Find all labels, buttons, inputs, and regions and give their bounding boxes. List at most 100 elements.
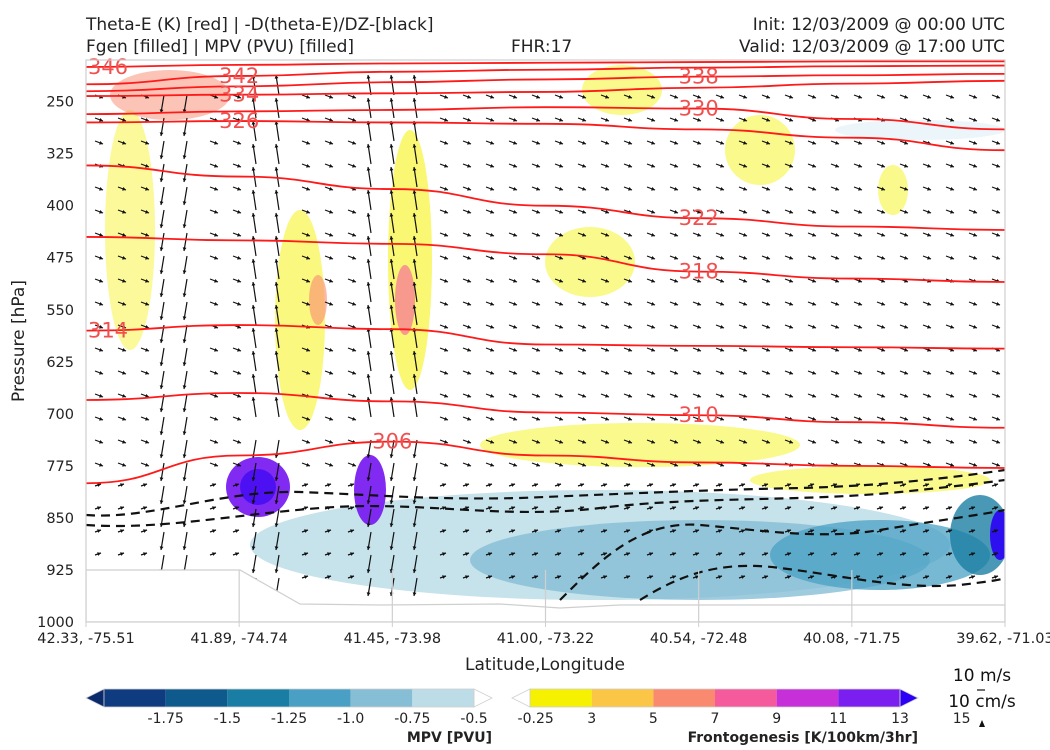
wind-vector-head bbox=[513, 324, 517, 329]
wind-vector-head bbox=[536, 301, 540, 306]
wind-vector-head bbox=[743, 209, 747, 214]
wind-vector-head bbox=[467, 301, 471, 306]
x-tick-label: 39.62, -71.03 bbox=[956, 631, 1050, 647]
wind-vector-head bbox=[651, 301, 655, 306]
wind-vector-head bbox=[628, 94, 632, 99]
wind-vector-head bbox=[674, 370, 678, 375]
wind-vector-head bbox=[467, 416, 471, 421]
wind-vector-head bbox=[274, 190, 279, 194]
wind-vector-head bbox=[182, 500, 187, 504]
wind-vector-head bbox=[467, 324, 471, 329]
x-tick-label: 41.00, -73.22 bbox=[497, 631, 594, 647]
wind-vector-head bbox=[789, 324, 793, 329]
wind-vector-head bbox=[743, 278, 747, 283]
wind-vector-head bbox=[467, 232, 471, 237]
wind-vector-head bbox=[904, 186, 908, 191]
wind-vector-head bbox=[950, 232, 954, 237]
wind-vector-head bbox=[626, 575, 630, 579]
wind-vector-head bbox=[881, 140, 885, 145]
wind-vector-head bbox=[412, 236, 417, 240]
wind-vector-head bbox=[412, 167, 417, 171]
wind-vector-head bbox=[490, 416, 494, 421]
wind-vector-head bbox=[835, 416, 839, 421]
wind-vector-head bbox=[274, 305, 279, 309]
wind-vector-head bbox=[237, 163, 241, 168]
wind-vector-head bbox=[352, 462, 356, 467]
wind-vector-head bbox=[582, 416, 586, 421]
wind-vector-head bbox=[812, 255, 816, 260]
wind-vector-head bbox=[741, 506, 745, 510]
wind-vector-head bbox=[467, 209, 471, 214]
wind-vector-head bbox=[582, 370, 586, 375]
wind-vector-head bbox=[789, 439, 793, 444]
wind-vector-head bbox=[120, 529, 124, 533]
wind-vector-head bbox=[465, 552, 469, 556]
wind-vector-head bbox=[605, 324, 609, 329]
wind-vector-head bbox=[306, 117, 310, 122]
wind-vector-head bbox=[534, 506, 538, 510]
wind-vector-head bbox=[881, 439, 885, 444]
wind-vector-head bbox=[366, 305, 371, 309]
mpv-colorbar-tick-label: -1.0 bbox=[337, 711, 364, 727]
wind-vector-head bbox=[902, 529, 906, 533]
wind-vector-head bbox=[306, 347, 310, 352]
wind-vector-head bbox=[881, 324, 885, 329]
wind-vector-head bbox=[143, 529, 147, 533]
wind-vector-head bbox=[366, 592, 371, 596]
wind-vector-head bbox=[214, 301, 218, 306]
wind-vector-head bbox=[605, 278, 609, 283]
wind-vector-head bbox=[858, 140, 862, 145]
wind-vector-head bbox=[766, 439, 770, 444]
wind-vector-head bbox=[444, 232, 448, 237]
wind-vector-head bbox=[697, 393, 701, 398]
wind-vector-head bbox=[159, 178, 164, 182]
wind-vector-head bbox=[881, 209, 885, 214]
wind-vector-head bbox=[971, 529, 975, 533]
wind-vector-head bbox=[389, 523, 394, 527]
wind-vector-head bbox=[99, 232, 103, 237]
wind-vector-head bbox=[442, 575, 446, 579]
wind-vector-head bbox=[329, 94, 333, 99]
wind-vector-head bbox=[833, 506, 837, 510]
wind-vector-head bbox=[536, 186, 540, 191]
wind-vector-head bbox=[743, 393, 747, 398]
x-axis-label: Latitude,Longitude bbox=[465, 655, 625, 675]
wind-vector-head bbox=[718, 552, 722, 556]
wind-vector-head bbox=[582, 209, 586, 214]
y-axis: 250 325 400 475 550 625 700 775 850 925 1000 bbox=[37, 95, 74, 631]
wind-vector-head bbox=[352, 301, 356, 306]
wind-vector-head bbox=[950, 324, 954, 329]
mpv-colorbar-bin bbox=[104, 689, 166, 707]
wind-vector-head bbox=[99, 186, 103, 191]
wind-vector-head bbox=[927, 416, 931, 421]
wind-vector-head bbox=[444, 347, 448, 352]
wind-vector-head bbox=[674, 462, 678, 467]
wind-vector-head bbox=[274, 569, 279, 573]
wind-vector-head bbox=[996, 324, 1000, 329]
wind-vector-head bbox=[743, 370, 747, 375]
wind-vector-head bbox=[237, 462, 241, 467]
wind-vector-head bbox=[603, 483, 607, 487]
wind-vector-head bbox=[628, 347, 632, 352]
wind-vector-head bbox=[306, 301, 310, 306]
wind-vector-head bbox=[251, 305, 256, 309]
wind-vector-head bbox=[651, 462, 655, 467]
wind-vector-head bbox=[366, 144, 371, 148]
frontogenesis-colorbar-frame bbox=[529, 688, 901, 708]
wind-vector-head bbox=[145, 347, 149, 352]
theta-e-label: 342 bbox=[219, 64, 259, 88]
wind-vector-head bbox=[366, 282, 371, 286]
wind-vector-head bbox=[881, 186, 885, 191]
wind-vector-head bbox=[879, 552, 883, 556]
wind-vector-head bbox=[810, 506, 814, 510]
wind-vector-head bbox=[145, 232, 149, 237]
wind-vector-head bbox=[306, 278, 310, 283]
wind-vector-head bbox=[720, 163, 724, 168]
wind-vector-head bbox=[904, 439, 908, 444]
wind-vector-head bbox=[251, 75, 256, 79]
wind-vector-head bbox=[582, 232, 586, 237]
wind-vector-head bbox=[812, 186, 816, 191]
wind-vector-head bbox=[352, 370, 356, 375]
wind-vector-head bbox=[352, 416, 356, 421]
wind-vector-head bbox=[605, 416, 609, 421]
